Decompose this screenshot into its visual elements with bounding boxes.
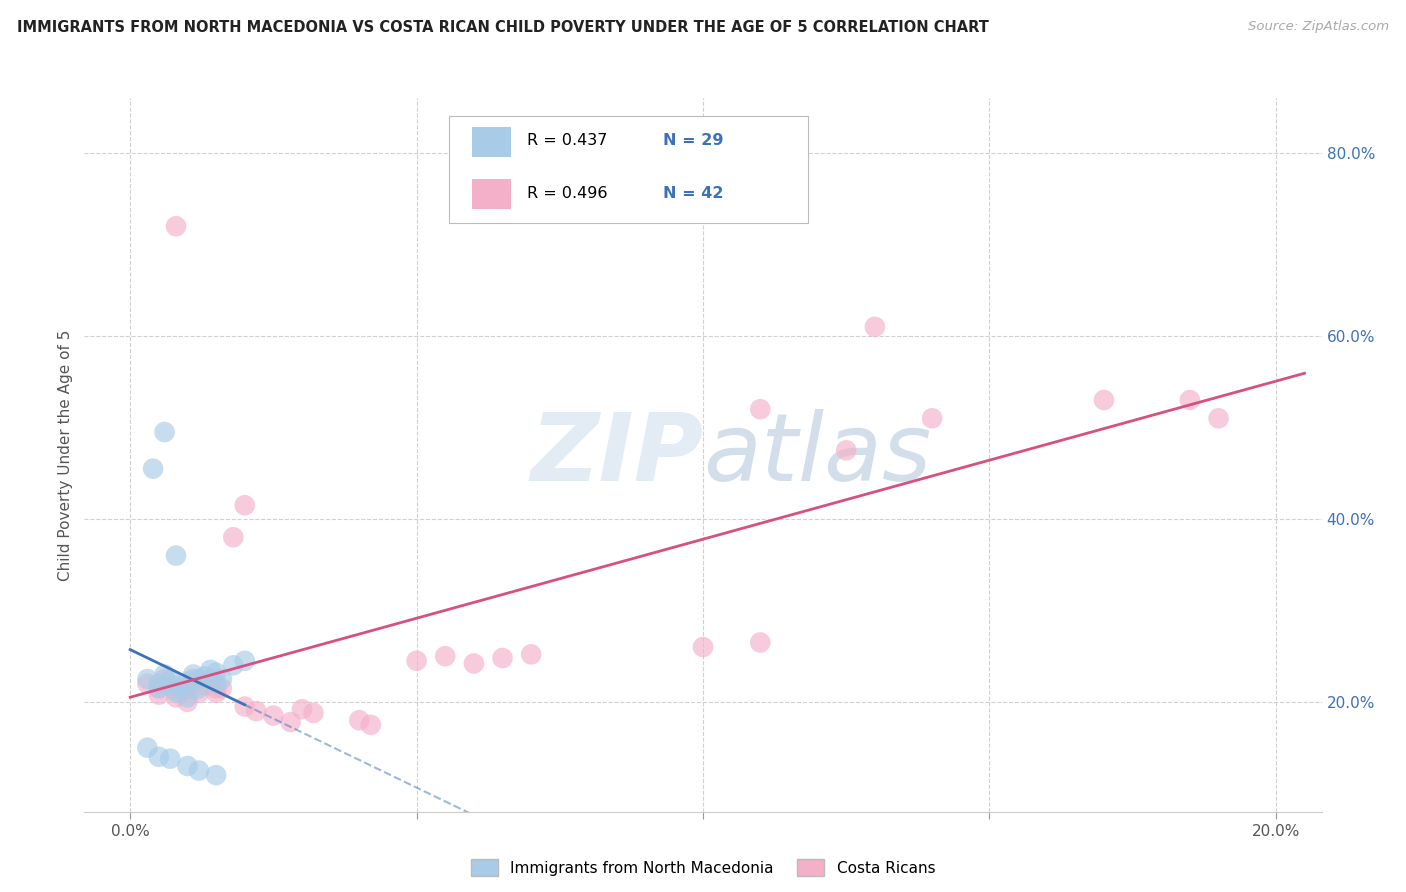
Point [280,714,302,729]
Point [148,676,170,690]
Point [165,686,187,700]
Text: Source: ZipAtlas.com: Source: ZipAtlas.com [1249,20,1389,33]
Point [176,674,198,689]
Text: R = 0.437: R = 0.437 [527,134,607,148]
Point [159,752,181,766]
Point [181,667,204,681]
Point [205,665,228,680]
Point [176,681,198,696]
Point [200,672,222,686]
Point [245,704,267,718]
Text: N = 42: N = 42 [664,186,724,201]
Point [153,425,176,439]
Point [1092,392,1115,407]
Point [153,667,176,681]
Point [176,759,198,773]
Point [148,681,170,696]
Point [200,663,222,677]
Text: R = 0.496: R = 0.496 [527,186,607,201]
Point [262,708,284,723]
FancyBboxPatch shape [471,127,512,157]
Point [165,549,187,563]
Point [749,402,772,417]
Point [205,681,228,696]
Text: ZIP: ZIP [530,409,703,501]
Point [291,702,314,716]
Text: N = 29: N = 29 [664,134,724,148]
Point [136,740,159,755]
Point [181,672,204,686]
Point [187,681,209,696]
Text: atlas: atlas [703,409,931,500]
Point [349,713,371,727]
Point [148,749,170,764]
Point [153,672,176,686]
Point [233,699,256,714]
FancyBboxPatch shape [471,178,512,209]
Point [194,678,217,692]
Point [205,676,228,690]
Point [148,688,170,702]
Point [211,681,233,696]
Point [405,654,427,668]
Point [165,684,187,698]
Point [463,657,485,671]
Point [434,649,457,664]
Legend: Immigrants from North Macedonia, Costa Ricans: Immigrants from North Macedonia, Costa R… [464,853,942,882]
Point [921,411,943,425]
Point [165,690,187,705]
Point [211,672,233,686]
Point [148,681,170,696]
Point [142,461,165,475]
Point [835,443,858,458]
Point [187,686,209,700]
Point [222,530,245,544]
Point [302,706,325,720]
Point [749,635,772,649]
Point [194,669,217,683]
Text: IMMIGRANTS FROM NORTH MACEDONIA VS COSTA RICAN CHILD POVERTY UNDER THE AGE OF 5 : IMMIGRANTS FROM NORTH MACEDONIA VS COSTA… [17,20,988,35]
Point [165,219,187,234]
Point [233,498,256,512]
Point [187,764,209,778]
Point [136,676,159,690]
Point [205,686,228,700]
Point [159,678,181,692]
Point [692,640,714,654]
Point [863,319,886,334]
Point [233,654,256,668]
Point [205,768,228,782]
Point [222,658,245,673]
Point [176,690,198,705]
FancyBboxPatch shape [450,116,808,223]
Point [520,648,543,662]
Point [360,718,382,732]
Point [159,672,181,686]
Point [170,681,193,696]
Point [491,651,513,665]
Point [136,672,159,686]
Point [1208,411,1230,425]
Point [1178,392,1201,407]
Point [165,678,187,692]
Point [187,672,209,686]
Point [170,686,193,700]
Y-axis label: Child Poverty Under the Age of 5: Child Poverty Under the Age of 5 [58,329,73,581]
Point [176,695,198,709]
